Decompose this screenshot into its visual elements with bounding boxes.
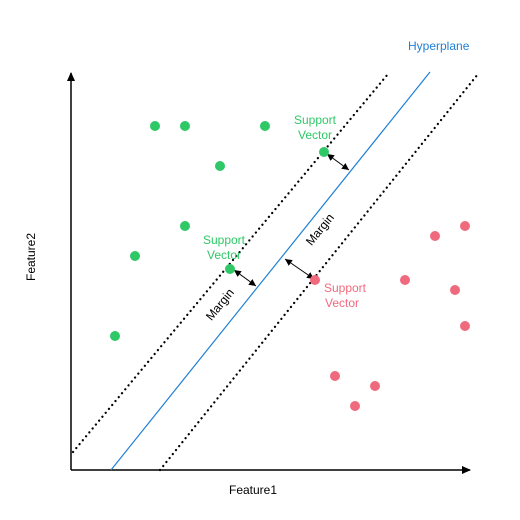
green-point (150, 121, 160, 131)
margin-arrow-middle (284, 258, 315, 280)
green-point (180, 221, 190, 231)
support-vector-red-line1: Support (324, 281, 367, 295)
margin-arrow-top (326, 153, 350, 171)
margin-arrow-lower (233, 269, 257, 287)
green-point (215, 161, 225, 171)
y-axis-label: Feature2 (24, 233, 38, 281)
support-vector-green-lower-line2: Vector (207, 248, 241, 262)
green-support-vector-top (319, 147, 329, 157)
red-point (330, 371, 340, 381)
red-point (350, 401, 360, 411)
green-point (130, 251, 140, 261)
green-point (260, 121, 270, 131)
upper-margin-line (71, 72, 390, 454)
green-point (180, 121, 190, 131)
hyperplane-line (110, 71, 431, 471)
support-vector-green-top-line2: Vector (298, 128, 332, 142)
green-class-points (110, 121, 329, 341)
x-axis-label: Feature1 (229, 483, 277, 497)
lower-margin-line (158, 72, 480, 472)
red-point (450, 285, 460, 295)
red-class-points (310, 221, 470, 411)
red-point (460, 321, 470, 331)
margin-label-upper: Margin (303, 211, 337, 248)
red-point (430, 231, 440, 241)
red-point (370, 381, 380, 391)
red-point (460, 221, 470, 231)
red-point (400, 275, 410, 285)
support-vector-red-line2: Vector (325, 296, 359, 310)
green-support-vector-lower (225, 264, 235, 274)
hyperplane-label: Hyperplane (408, 39, 470, 53)
support-vector-green-top-line1: Support (294, 113, 337, 127)
green-point (110, 331, 120, 341)
red-support-vector (310, 275, 320, 285)
support-vector-green-lower-line1: Support (203, 233, 246, 247)
